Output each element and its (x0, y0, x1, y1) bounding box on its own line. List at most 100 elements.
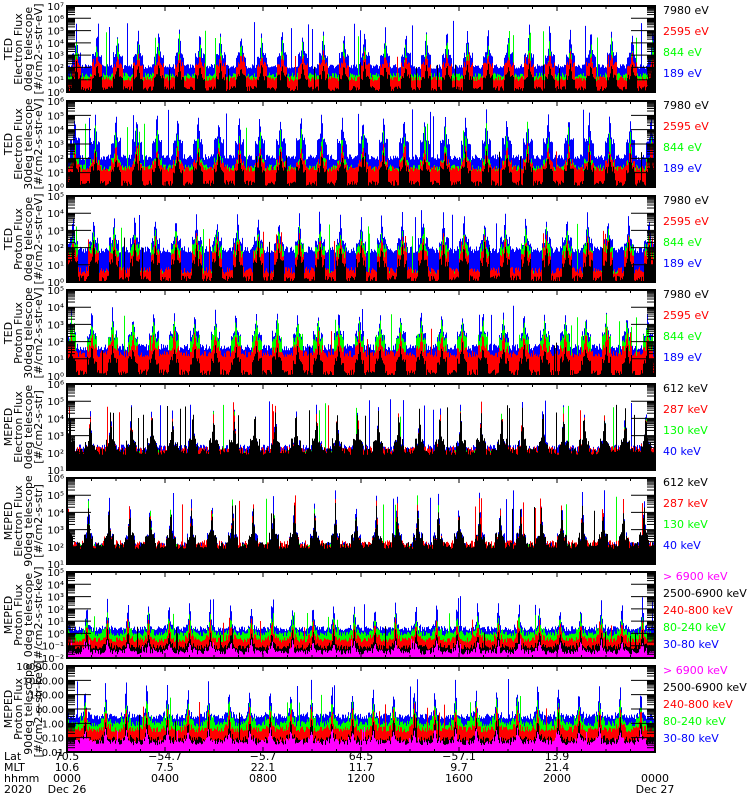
footer-row-label-lat: Lat (4, 750, 22, 763)
footer-mlt-value: 11.7 (349, 761, 374, 774)
y-axis-label-line: Proton Flux (12, 208, 25, 270)
y-tick-label: 10.00 (35, 705, 64, 716)
y-axis-label-line: [#/cm2-s-str-eV] (32, 287, 45, 378)
y-axis-label-line: Proton Flux (12, 584, 25, 646)
legend-entry: 844 eV (663, 141, 702, 154)
y-tick-label: 10³ (47, 320, 64, 331)
footer-lat-value: 64.5 (349, 750, 374, 763)
legend-entry: 40 keV (663, 445, 701, 458)
legend-entry: > 6900 keV (663, 570, 728, 583)
footer-hhmm-value: 0000 (53, 772, 81, 785)
y-tick-label: 10³ (47, 526, 64, 537)
y-axis-label-line: TED (2, 38, 15, 61)
footer-lat-value: 13.9 (545, 750, 570, 763)
y-axis-label-line: [#/cm2-s-str-eV] (32, 3, 45, 94)
legend-entry: 7980 eV (663, 288, 709, 301)
legend-entry: 130 keV (663, 518, 708, 531)
y-tick-label: 10⁴ (47, 39, 64, 50)
y-tick-label: 10¹ (47, 261, 64, 272)
legend-entry: 189 eV (663, 257, 702, 270)
y-tick-label: 10¹ (47, 169, 64, 180)
legend-entry: 30-80 keV (663, 638, 719, 651)
y-tick-label: 10⁶ (47, 97, 64, 108)
legend-entry: 130 keV (663, 424, 708, 437)
y-tick-label: 10¹ (47, 560, 64, 571)
legend-entry: 80-240 keV (663, 715, 726, 728)
legend-entry: 287 keV (663, 403, 708, 416)
y-axis-label: TEDProton Flux0deg telescope[#/cm2-s-str… (2, 193, 45, 284)
legend-entry: 189 eV (663, 162, 702, 175)
data-series-group (67, 399, 655, 470)
y-tick-label: 0.01 (42, 748, 64, 759)
legend-entry: 240-800 keV (663, 698, 733, 711)
y-tick-label: 10³ (47, 226, 64, 237)
footer-hhmm-value: 0400 (151, 772, 179, 785)
y-tick-label: 10² (47, 244, 64, 255)
legend-entry: 80-240 keV (663, 621, 726, 634)
y-tick-label: 10⁴ (47, 303, 64, 314)
footer-hhmm-value: 0000 (641, 772, 669, 785)
y-axis-label-line: Electron Flux (12, 108, 25, 180)
y-tick-label: 10² (47, 605, 64, 616)
footer-date-value: Dec 26 (48, 783, 87, 796)
y-axis-label: MEPEDProton Flux0deg telescope[#/cm2-s-s… (2, 566, 45, 663)
legend-entry: 40 keV (663, 539, 701, 552)
y-tick-label: 10⁵ (47, 286, 64, 297)
y-tick-label: 10⁰ (47, 372, 64, 383)
y-axis-label-line: 90deg telescope (22, 663, 35, 755)
y-axis-label-line: MEPED (2, 502, 15, 541)
y-axis-label-line: MEPED (2, 408, 15, 447)
footer-lat-value: −54.7 (148, 750, 182, 763)
y-tick-label: 10¹ (47, 617, 64, 628)
y-axis-label-line: MEPED (2, 596, 15, 635)
y-axis-label: MEPEDProton Flux90deg telescope[#/cm2-s-… (2, 660, 45, 757)
legend-entry: 844 eV (663, 46, 702, 59)
y-tick-label: 10⁵ (47, 27, 64, 38)
footer-date-value: Dec 27 (636, 783, 675, 796)
y-axis-label: MEPEDElectron Flux90deg telescope[#/cm2-… (2, 475, 45, 567)
legend-entry: 2595 eV (663, 120, 709, 133)
y-tick-label: 10² (47, 63, 64, 74)
y-tick-label: 1000.00 (23, 676, 64, 687)
y-tick-label: 10¹ (47, 466, 64, 477)
footer-hhmm-value: 1200 (347, 772, 375, 785)
y-tick-label: 10³ (47, 432, 64, 443)
footer-lat-value: −57.1 (442, 750, 476, 763)
legend-entry: 844 eV (663, 236, 702, 249)
y-tick-label: 10⁴ (47, 580, 64, 591)
y-axis-label-line: MEPED (2, 690, 15, 729)
y-tick-label: 10⁻¹ (42, 642, 64, 653)
y-axis-label-line: [#/cm2-s-str-eV] (32, 193, 45, 284)
y-axis-label-line: TED (2, 322, 15, 345)
y-axis-label-line: TED (2, 133, 15, 156)
y-axis-label-line: 90deg telescope (22, 475, 35, 567)
legend-entry: 2595 eV (663, 309, 709, 322)
y-axis-label: TEDElectron Flux0deg telescope[#/cm2-s-s… (2, 3, 45, 94)
legend-entry: 189 eV (663, 67, 702, 80)
y-tick-label: 10⁴ (47, 126, 64, 137)
footer-row-label-hhmm: hhmm (4, 772, 39, 785)
legend-entry: 2500-6900 keV (663, 587, 747, 600)
footer-lat-value: −5.7 (250, 750, 277, 763)
y-tick-label: 10⁰ (47, 183, 64, 194)
legend-entry: 240-800 keV (663, 604, 733, 617)
footer-hhmm-value: 1600 (445, 772, 473, 785)
y-tick-label: 10² (47, 154, 64, 165)
legend-entry: 2500-6900 keV (663, 681, 747, 694)
y-tick-label: 10⁴ (47, 508, 64, 519)
y-axis-label-line: 0deg telescope (22, 385, 35, 470)
footer-mlt-value: 22.1 (251, 761, 276, 774)
y-tick-label: 10⁵ (47, 491, 64, 502)
data-series-group (67, 596, 655, 658)
legend-entry: > 6900 keV (663, 664, 728, 677)
legend-entry: 612 keV (663, 382, 708, 395)
y-tick-label: 10³ (47, 51, 64, 62)
y-tick-label: 10⁵ (47, 192, 64, 203)
y-axis-label-line: [#/cm2-s-str-eV] (32, 98, 45, 189)
data-series-group (67, 210, 655, 282)
y-axis-label-line: Electron Flux (12, 391, 25, 463)
